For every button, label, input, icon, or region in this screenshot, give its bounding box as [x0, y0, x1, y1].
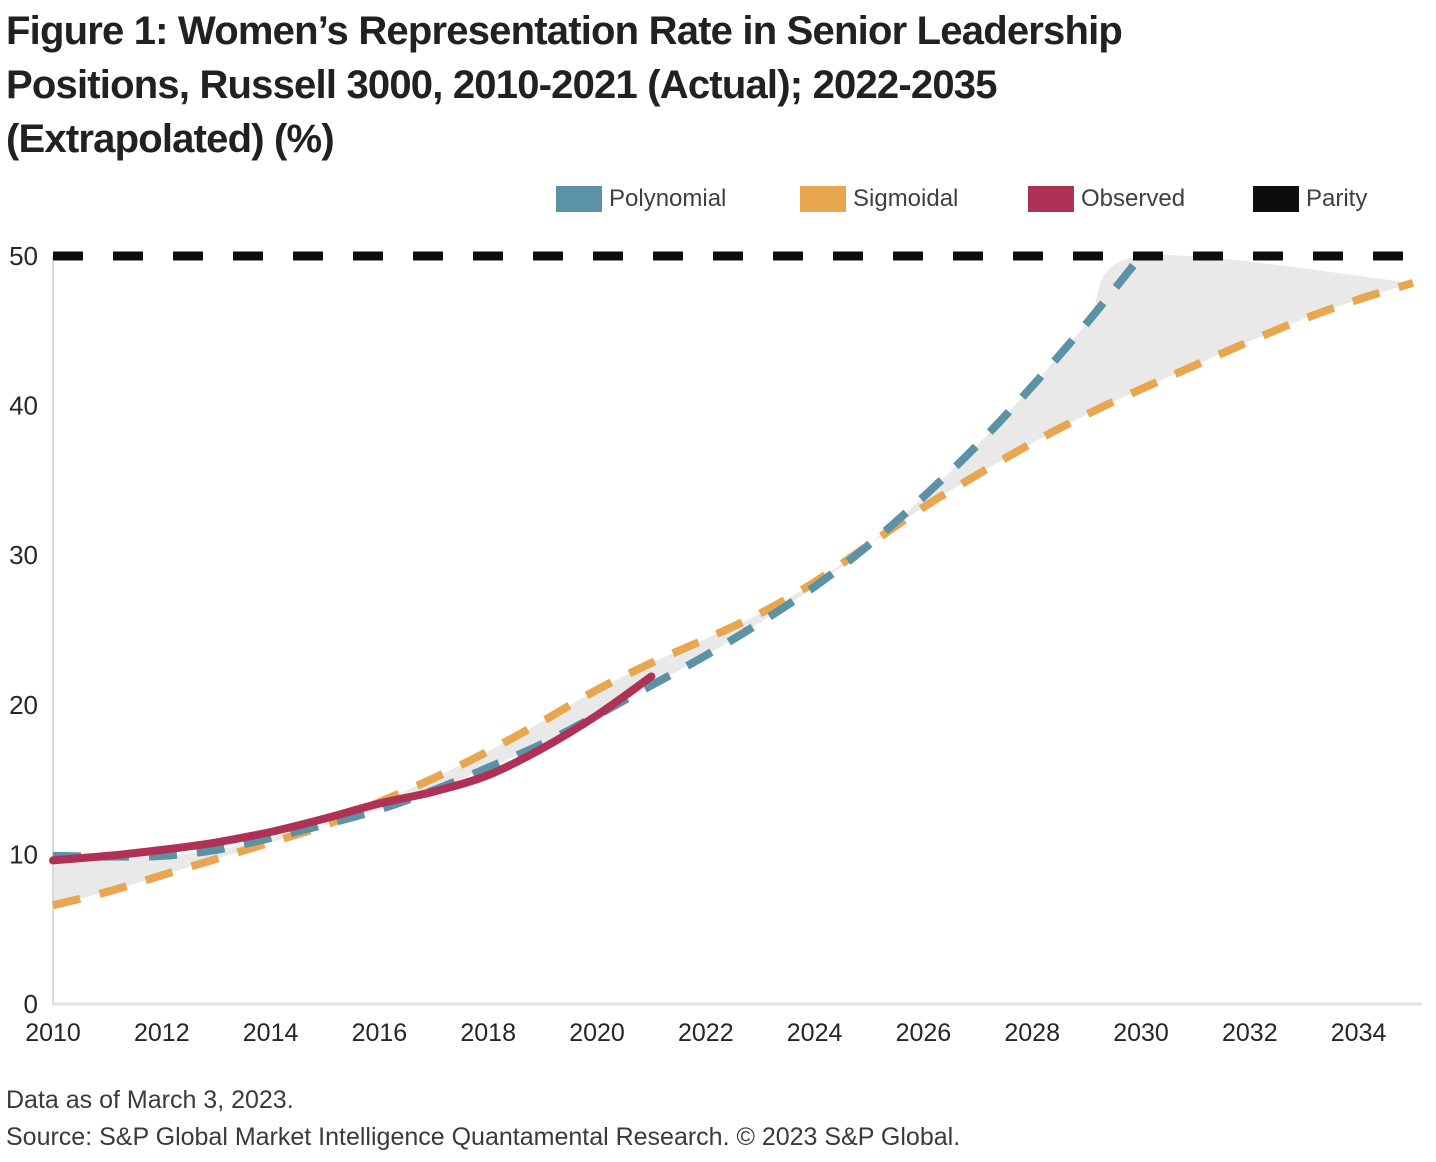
figure-title-line-3: (Extrapolated) (%) [6, 117, 335, 161]
legend-label-observed: Observed [1081, 185, 1186, 212]
chart-footer: Data as of March 3, 2023. Source: S&P Gl… [6, 1082, 960, 1156]
legend-item-sigmoidal: Sigmoidal [800, 185, 958, 212]
legend-swatch-sigmoidal [800, 185, 846, 212]
x-tick-label: 2026 [896, 1019, 952, 1047]
x-tick-label: 2020 [569, 1019, 625, 1047]
legend-item-polynomial: Polynomial [556, 185, 726, 212]
y-tick-label: 10 [9, 839, 38, 869]
x-tick-label: 2028 [1004, 1019, 1060, 1047]
figure-title: Figure 1: Women’s Representation Rate in… [6, 4, 1426, 166]
x-tick-label: 2018 [460, 1019, 516, 1047]
legend-swatch-polynomial [556, 185, 602, 212]
legend-item-observed: Observed [1028, 185, 1185, 212]
legend-item-parity: Parity [1253, 185, 1367, 212]
y-tick-label: 30 [9, 540, 38, 570]
sigmoidal-curve [52, 279, 1415, 910]
x-tick-label: 2024 [787, 1019, 843, 1047]
figure-title-line-1: Figure 1: Women’s Representation Rate in… [6, 9, 1123, 53]
y-tick-label: 50 [9, 241, 38, 271]
polynomial-curve [52, 253, 1145, 861]
figure-title-line-2: Positions, Russell 3000, 2010-2021 (Actu… [6, 63, 997, 107]
x-tick-label: 2022 [678, 1019, 734, 1047]
y-tick-label: 20 [9, 690, 38, 720]
footer-source: Source: S&P Global Market Intelligence Q… [6, 1123, 961, 1151]
extrapolation-band [53, 255, 1413, 906]
x-tick-label: 2030 [1113, 1019, 1169, 1047]
footer-data-as-of: Data as of March 3, 2023. [6, 1086, 294, 1114]
y-tick-label: 0 [24, 989, 38, 1019]
x-tick-label: 2014 [243, 1019, 299, 1047]
y-tick-label: 40 [9, 391, 38, 421]
legend-label-parity: Parity [1306, 185, 1368, 212]
legend-label-polynomial: Polynomial [609, 185, 727, 212]
x-tick-label: 2016 [352, 1019, 408, 1047]
legend-label-sigmoidal: Sigmoidal [853, 185, 959, 212]
chart-legend: Polynomial Sigmoidal Observed Parity [0, 0, 1436, 230]
x-tick-label: 2034 [1331, 1019, 1387, 1047]
x-tick-label: 2010 [25, 1019, 81, 1047]
legend-swatch-observed [1028, 185, 1074, 212]
x-tick-label: 2032 [1222, 1019, 1278, 1047]
legend-swatch-parity [1253, 185, 1299, 212]
observed-curve [49, 672, 656, 865]
x-tick-label: 2012 [134, 1019, 190, 1047]
